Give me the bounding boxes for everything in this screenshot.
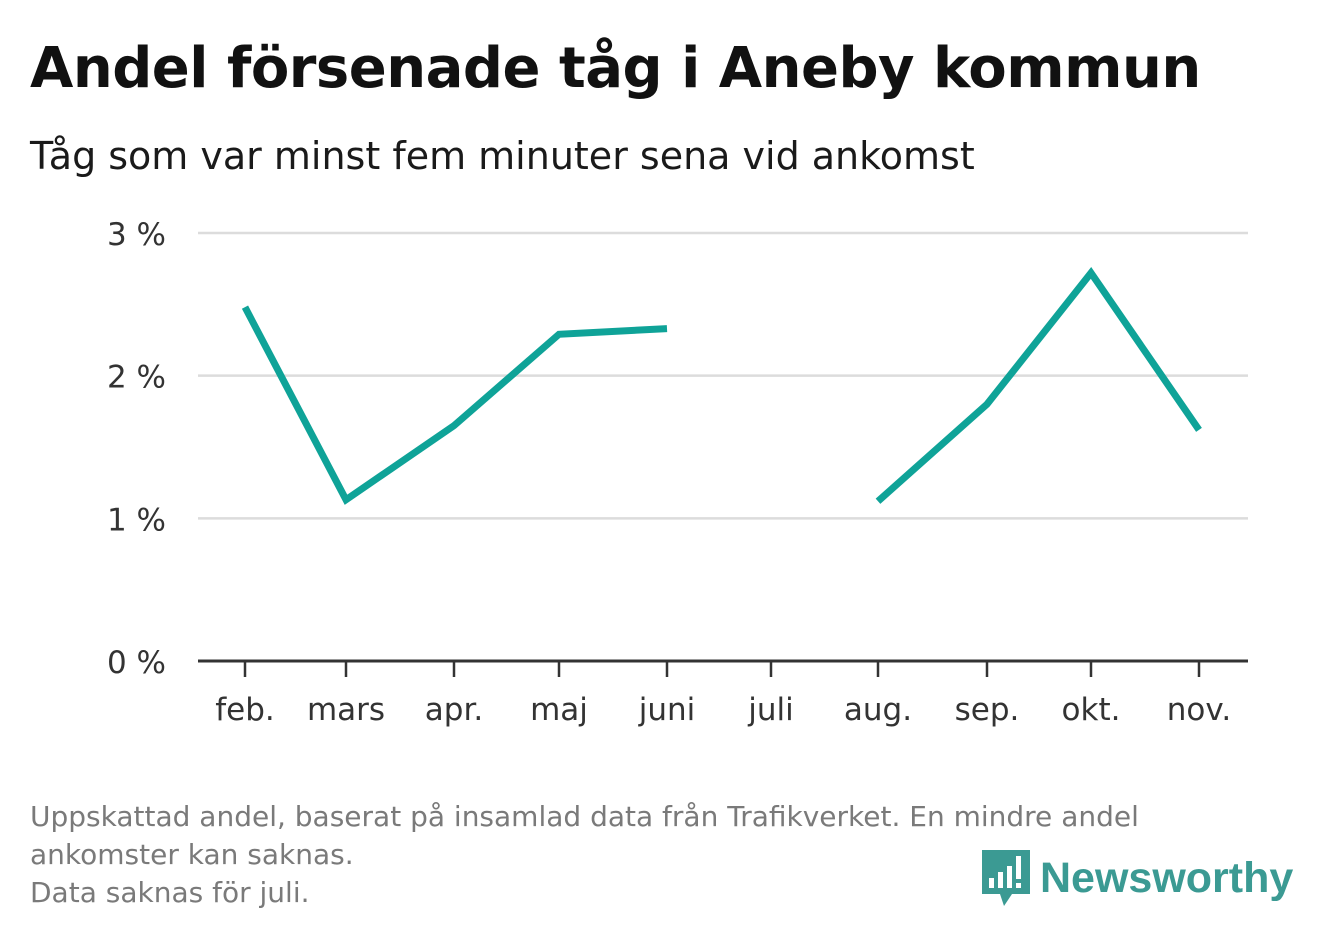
x-tick-label: juni: [638, 692, 696, 728]
y-tick-label: 3 %: [107, 217, 166, 253]
y-tick-label: 1 %: [107, 502, 166, 538]
y-tick-label: 2 %: [107, 360, 166, 396]
x-tick-label: mars: [307, 692, 385, 728]
newsworthy-logo: Newsworthy: [980, 848, 1293, 908]
chart-title: Andel försenade tåg i Aneby kommun: [30, 36, 1201, 101]
logo-text: Newsworthy: [1040, 853, 1294, 902]
series-line: [875, 267, 1202, 504]
bar-chart-speech-bubble-icon: [982, 850, 1030, 906]
x-tick-label: apr.: [425, 692, 483, 728]
footnote-line-2: ankomster kan saknas.: [30, 838, 354, 871]
series-line: [241, 305, 668, 505]
x-tick-label: nov.: [1167, 692, 1231, 728]
x-tick-label: okt.: [1062, 692, 1121, 728]
x-tick-label: juli: [747, 692, 794, 728]
x-tick-label: aug.: [844, 692, 912, 728]
x-tick-label: sep.: [955, 692, 1020, 728]
chart-subtitle: Tåg som var minst fem minuter sena vid a…: [30, 134, 975, 178]
footnote-line-1: Uppskattad andel, baserat på insamlad da…: [30, 800, 1139, 833]
x-tick-label: maj: [530, 692, 588, 728]
x-tick-label: feb.: [215, 692, 275, 728]
y-tick-label: 0 %: [107, 645, 166, 681]
footnote-line-3: Data saknas för juli.: [30, 876, 310, 909]
line-chart: 0 % 1 % 2 % 3 % feb. mars apr. maj juni juli aug. s…: [107, 217, 1248, 728]
